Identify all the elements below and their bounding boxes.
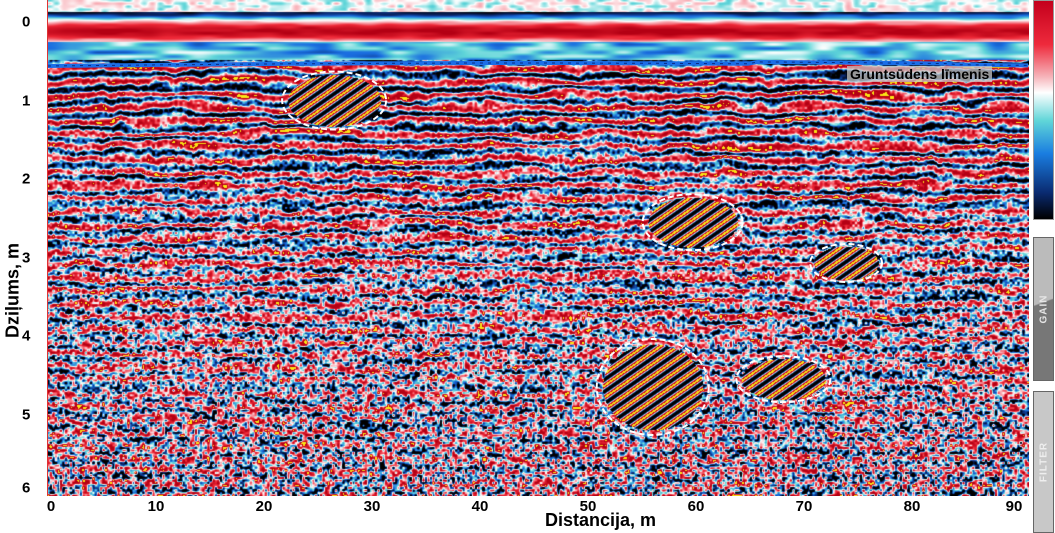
x-tick-label: 0 bbox=[46, 498, 56, 515]
anomaly-ellipse bbox=[281, 70, 388, 131]
radargram-plot: Gruntsūdens līmenis bbox=[47, 0, 1029, 496]
anomaly-ellipse bbox=[809, 242, 884, 283]
gain-label: GAIN bbox=[1038, 294, 1049, 324]
filter-label: FILTER bbox=[1038, 441, 1049, 483]
groundwater-line bbox=[48, 61, 1029, 67]
gain-slider[interactable]: GAIN bbox=[1033, 237, 1054, 381]
radargram-image bbox=[48, 0, 1029, 496]
x-tick-label: 70 bbox=[795, 498, 813, 515]
annotation-layer bbox=[48, 59, 1029, 437]
anomaly-ellipse bbox=[641, 193, 744, 252]
y-tick-label: 0 bbox=[22, 13, 31, 31]
y-axis-label: Dziļums, m bbox=[2, 242, 23, 339]
anomaly-ellipse bbox=[735, 355, 832, 404]
x-tick-label: 10 bbox=[147, 498, 165, 515]
y-tick-label: 4 bbox=[22, 327, 31, 345]
y-tick-label: 3 bbox=[22, 249, 31, 266]
y-tick-label: 5 bbox=[22, 406, 31, 423]
colorbar bbox=[1033, 0, 1054, 220]
groundwater-label: Gruntsūdens līmenis bbox=[847, 66, 993, 82]
anomaly-ellipse bbox=[595, 338, 710, 437]
filter-slider[interactable]: FILTER bbox=[1033, 391, 1054, 533]
y-tick-label: 2 bbox=[22, 170, 31, 188]
y-tick-label: 1 bbox=[22, 92, 31, 109]
x-tick-label: 80 bbox=[903, 498, 921, 515]
x-tick-label: 20 bbox=[255, 498, 273, 515]
x-tick-label: 40 bbox=[471, 498, 489, 515]
x-tick-label: 30 bbox=[363, 498, 381, 515]
x-tick-label: 60 bbox=[687, 498, 705, 515]
x-tick-label: 50 bbox=[579, 498, 597, 515]
x-tick-label: 90 bbox=[1005, 498, 1023, 515]
y-tick-label: 6 bbox=[22, 479, 31, 497]
x-axis-label: Distancija, m bbox=[545, 510, 657, 530]
